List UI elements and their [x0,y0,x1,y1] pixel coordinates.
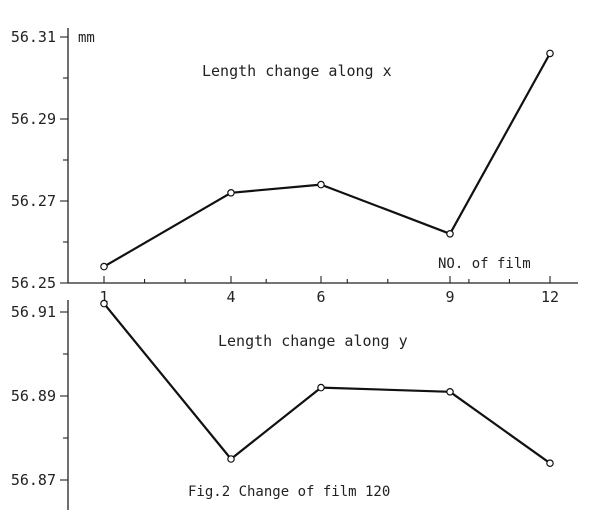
bottom-y-tick-label: 56.91 [11,303,56,321]
length-x-data-point [317,180,325,189]
length-y-series-line [103,302,551,465]
x-tick-labels: 1 4 6 9 12 [99,288,559,306]
length-x-data-point [227,189,235,197]
length-x-series-markers [100,49,554,271]
x-tick-label: 4 [226,288,235,306]
length-change-y-panel: 56.87 56.89 56.91 Length change along y [11,299,554,510]
x-tick-label: 12 [541,288,559,306]
length-y-data-point [317,383,325,392]
x-tick-label: 9 [445,288,454,306]
x-tick-label: 1 [99,288,108,306]
bottom-chart-title: Length change along y [218,332,408,350]
length-x-data-point [546,49,554,58]
length-y-data-point [546,459,554,468]
length-change-x-panel: 56.25 56.27 56.29 56.31 mm Length change al… [11,28,578,292]
top-chart-title: Length change along x [202,62,392,80]
bottom-y-tick-label: 56.87 [11,471,56,489]
top-y-axis-unit: mm [78,30,95,46]
top-y-tick-label: 56.29 [11,110,56,128]
top-y-tick-label: 56.31 [11,28,56,46]
x-tick-label: 6 [316,288,325,306]
length-y-series-markers [100,299,554,468]
top-y-tick-label: 56.27 [11,192,56,210]
length-x-series-line [103,52,551,268]
top-y-ticks: 56.25 56.27 56.29 56.31 [11,28,68,292]
bottom-y-ticks: 56.87 56.89 56.91 [11,303,68,489]
length-x-data-point [446,230,454,238]
length-y-data-point [446,387,454,396]
length-y-data-point [100,299,108,308]
top-x-axis-label: NO. of film [438,256,531,272]
top-x-ticks [103,276,551,283]
figure-caption: Fig.2 Change of film 120 [188,484,390,500]
length-y-data-point [227,455,235,463]
top-y-tick-label: 56.25 [11,274,56,292]
bottom-y-tick-label: 56.89 [11,387,56,405]
length-x-data-point [100,262,108,271]
